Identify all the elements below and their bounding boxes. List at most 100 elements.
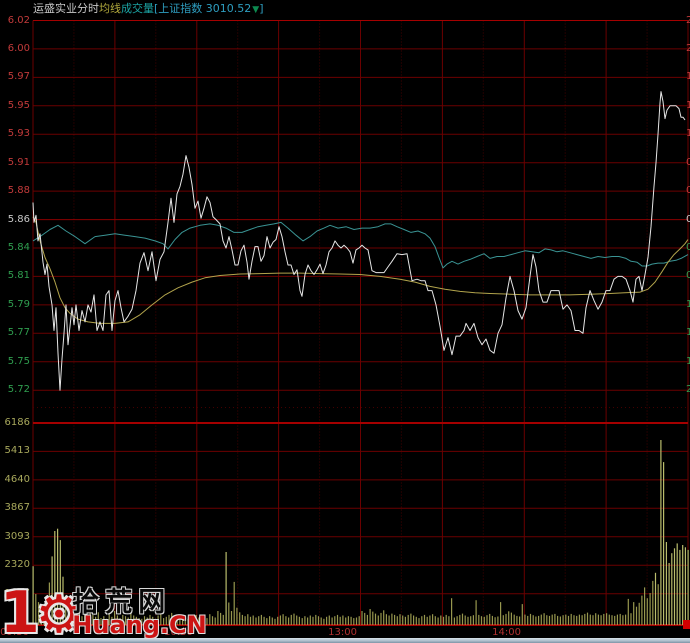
volume-bar xyxy=(576,615,578,625)
volume-bar xyxy=(350,616,352,625)
volume-bar xyxy=(673,548,676,625)
volume-bar xyxy=(301,618,303,625)
volume-bar xyxy=(328,615,330,625)
volume-bar xyxy=(152,616,154,625)
volume-bar xyxy=(40,604,42,625)
percent-axis-label: 1.88% xyxy=(686,71,690,83)
volume-bar xyxy=(418,618,420,625)
index-value: 3010.52 xyxy=(205,1,252,15)
price-axis-label: 5.79 xyxy=(7,298,30,310)
volume-bar xyxy=(100,618,102,625)
percent-axis-label: 1.19% xyxy=(686,298,690,310)
volume-bar xyxy=(312,616,314,625)
volume-bar xyxy=(619,613,621,625)
volume-bar xyxy=(494,617,496,625)
volume-bar xyxy=(448,616,450,625)
volume-bar xyxy=(668,563,670,625)
volume-bar xyxy=(404,616,406,625)
volume-bar xyxy=(510,612,512,625)
volume-bar xyxy=(105,618,108,625)
volume-bar xyxy=(657,584,659,625)
volume-bar xyxy=(230,611,233,625)
volume-bar xyxy=(535,616,537,625)
volume-bar xyxy=(127,617,129,625)
volume-bar xyxy=(241,614,243,625)
volume-bar xyxy=(687,549,689,625)
volume-bar xyxy=(271,617,273,625)
volume-bar xyxy=(557,615,559,625)
volume-bar xyxy=(649,593,651,625)
volume-bar xyxy=(464,615,466,625)
volume-bar xyxy=(592,615,594,625)
percent-axis-label: 1.54% xyxy=(686,99,690,111)
volume-bar xyxy=(529,613,532,625)
price-axis-label: 5.93 xyxy=(7,128,30,140)
volume-axis-label: 5413 xyxy=(4,445,30,457)
volume-bar xyxy=(54,531,56,625)
volume-bar xyxy=(500,602,502,625)
volume-bar xyxy=(470,616,472,625)
volume-axis-label: 2320 xyxy=(4,559,30,571)
volume-bar xyxy=(415,616,417,625)
volume-bar xyxy=(630,613,632,625)
volume-bar xyxy=(513,614,515,625)
volume-bar xyxy=(684,547,686,625)
volume-bar xyxy=(445,614,447,625)
volume-bar xyxy=(198,617,200,625)
volume-bar xyxy=(538,615,540,625)
volume-bar xyxy=(347,616,349,625)
volume-bar xyxy=(616,614,618,625)
volume-bar xyxy=(472,615,474,625)
percent-axis-label: 0.85% xyxy=(686,270,690,282)
volume-bar xyxy=(331,617,333,625)
volume-bar xyxy=(361,611,363,625)
volume-bar xyxy=(641,595,643,625)
volume-bar xyxy=(519,616,521,625)
volume-bar xyxy=(644,587,646,625)
time-axis-label: 09:30 xyxy=(0,627,29,638)
volume-bar xyxy=(380,612,382,625)
tab-minute-line[interactable]: 分时 xyxy=(77,2,99,15)
volume-bar xyxy=(124,616,127,625)
index-overlay-line xyxy=(32,221,689,269)
volume-bar xyxy=(73,612,75,625)
percent-axis-label: 2.39% xyxy=(686,384,690,396)
price-axis-label: 5.81 xyxy=(7,270,30,282)
volume-bar xyxy=(165,616,167,625)
volume-bar xyxy=(527,615,529,625)
volume-bar xyxy=(285,616,287,625)
volume-bar xyxy=(195,614,197,625)
volume-bar xyxy=(122,614,124,625)
volume-bar xyxy=(46,595,48,625)
volume-bar xyxy=(160,614,162,625)
volume-bar xyxy=(114,611,116,625)
price-axis-label: 5.88 xyxy=(7,185,30,197)
tab-average-line[interactable]: 均线 xyxy=(99,2,121,15)
volume-axis-label: 6186 xyxy=(4,417,30,428)
volume-bar xyxy=(627,598,629,625)
volume-bar xyxy=(606,613,608,625)
volume-bar xyxy=(407,614,409,625)
volume-bar xyxy=(249,616,252,625)
volume-bar xyxy=(581,615,583,625)
volume-bar xyxy=(32,566,34,625)
volume-bar xyxy=(385,614,387,625)
volume-bar xyxy=(214,617,216,625)
volume-bar xyxy=(179,616,181,625)
price-axis-label: 5.91 xyxy=(7,156,30,168)
volume-bar xyxy=(336,614,339,625)
index-quote[interactable]: [上证指数 3010.52▼] xyxy=(154,2,264,17)
volume-bar xyxy=(586,612,589,625)
volume-bar xyxy=(97,612,99,625)
time-axis-label: 10:30 xyxy=(164,627,193,638)
tab-volume[interactable]: 成交量 xyxy=(121,2,154,15)
volume-bar xyxy=(315,614,317,625)
volume-bar xyxy=(524,614,526,625)
volume-bar xyxy=(266,618,268,625)
volume-bar xyxy=(323,618,325,625)
volume-bar xyxy=(296,615,298,625)
volume-bar xyxy=(451,598,453,625)
stock-name: 运盛实业 xyxy=(33,2,77,15)
